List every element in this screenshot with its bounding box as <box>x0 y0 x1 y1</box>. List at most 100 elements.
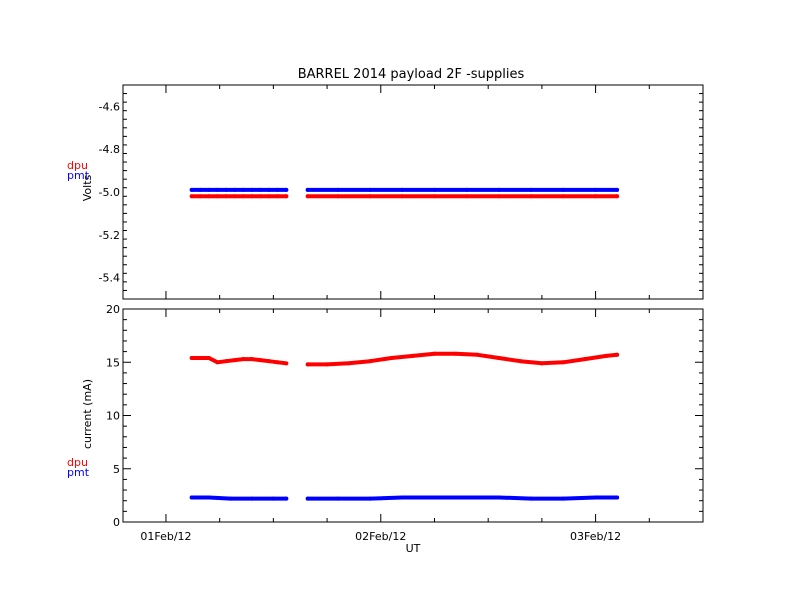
y-tick-label: -5.2 <box>99 229 120 242</box>
data-point <box>518 359 523 364</box>
data-point <box>604 353 609 358</box>
x-tick-label: 03Feb/12 <box>570 530 621 543</box>
data-point <box>305 496 310 501</box>
data-point <box>215 194 220 199</box>
data-point <box>496 194 501 199</box>
data-point <box>224 187 229 192</box>
data-point <box>539 361 544 366</box>
data-point <box>206 194 211 199</box>
data-point <box>453 351 458 356</box>
data-point <box>232 194 237 199</box>
data-point <box>561 187 566 192</box>
data-point <box>432 194 437 199</box>
data-point <box>189 355 194 360</box>
data-point <box>496 187 501 192</box>
data-point <box>305 187 310 192</box>
data-point <box>267 187 272 192</box>
data-point <box>561 496 566 501</box>
data-point <box>189 495 194 500</box>
data-point <box>249 187 254 192</box>
data-point <box>432 351 437 356</box>
data-point <box>249 357 254 362</box>
series-dpu <box>189 194 620 199</box>
data-point <box>464 194 469 199</box>
data-point <box>615 352 620 357</box>
series-line-dpu <box>189 356 289 366</box>
bottom-plot-frame <box>122 308 704 523</box>
data-point <box>206 355 211 360</box>
data-point <box>198 187 203 192</box>
data-point <box>206 495 211 500</box>
data-point <box>215 360 220 365</box>
data-point <box>305 194 310 199</box>
data-point <box>432 495 437 500</box>
data-point <box>224 194 229 199</box>
series-line-dpu <box>305 351 620 367</box>
data-point <box>189 187 194 192</box>
series-pmt <box>189 495 620 501</box>
data-point <box>335 187 340 192</box>
data-point <box>475 352 480 357</box>
x-axis-label: UT <box>406 542 421 555</box>
x-tick-label: 02Feb/12 <box>355 530 406 543</box>
data-point <box>267 194 272 199</box>
data-point <box>346 361 351 366</box>
x-tick-label: 01Feb/12 <box>140 530 191 543</box>
data-point <box>561 194 566 199</box>
legend-entry-pmt: pmt <box>67 466 90 479</box>
data-point <box>232 358 237 363</box>
data-point <box>241 194 246 199</box>
data-point <box>529 187 534 192</box>
data-point <box>561 360 566 365</box>
data-point <box>232 187 237 192</box>
data-point <box>496 495 501 500</box>
data-point <box>267 359 272 364</box>
series-dpu <box>189 351 620 367</box>
data-point <box>215 187 220 192</box>
data-point <box>464 187 469 192</box>
data-point <box>411 353 415 358</box>
data-point <box>615 187 620 192</box>
y-axis-label: Volts <box>81 174 94 201</box>
data-point <box>593 495 598 500</box>
data-point <box>582 357 587 362</box>
data-point <box>228 496 233 501</box>
legend-entry-dpu: dpu <box>67 456 88 469</box>
data-point <box>389 355 394 360</box>
data-point <box>284 194 289 199</box>
data-point <box>284 361 289 366</box>
y-tick-label: -4.8 <box>99 143 120 156</box>
data-point <box>325 362 330 367</box>
data-point <box>258 358 263 363</box>
data-point <box>241 357 246 362</box>
y-axis-label: current (mA) <box>81 379 94 449</box>
y-tick-label: 0 <box>113 516 120 529</box>
data-point <box>400 495 405 500</box>
data-point <box>224 359 229 364</box>
data-point <box>335 496 340 501</box>
chart-title: BARREL 2014 payload 2F -supplies <box>298 67 525 82</box>
data-point <box>400 194 405 199</box>
data-point <box>198 355 203 360</box>
y-tick-label: -5.4 <box>99 272 120 285</box>
data-point <box>368 359 373 364</box>
y-tick-label: -5.0 <box>99 186 120 199</box>
data-point <box>529 496 534 501</box>
data-point <box>368 496 373 501</box>
data-point <box>258 187 263 192</box>
data-point <box>249 496 254 501</box>
data-point <box>249 194 254 199</box>
y-tick-label: 20 <box>106 303 120 316</box>
data-point <box>275 187 280 192</box>
y-tick-label: 15 <box>106 356 120 369</box>
data-point <box>284 496 289 501</box>
data-point <box>496 355 501 360</box>
y-tick-label: 5 <box>113 463 120 476</box>
legend-entry-pmt: pmt <box>67 169 90 182</box>
data-point <box>368 187 373 192</box>
data-point <box>258 194 263 199</box>
top-plot-frame <box>122 84 704 300</box>
data-point <box>615 194 620 199</box>
